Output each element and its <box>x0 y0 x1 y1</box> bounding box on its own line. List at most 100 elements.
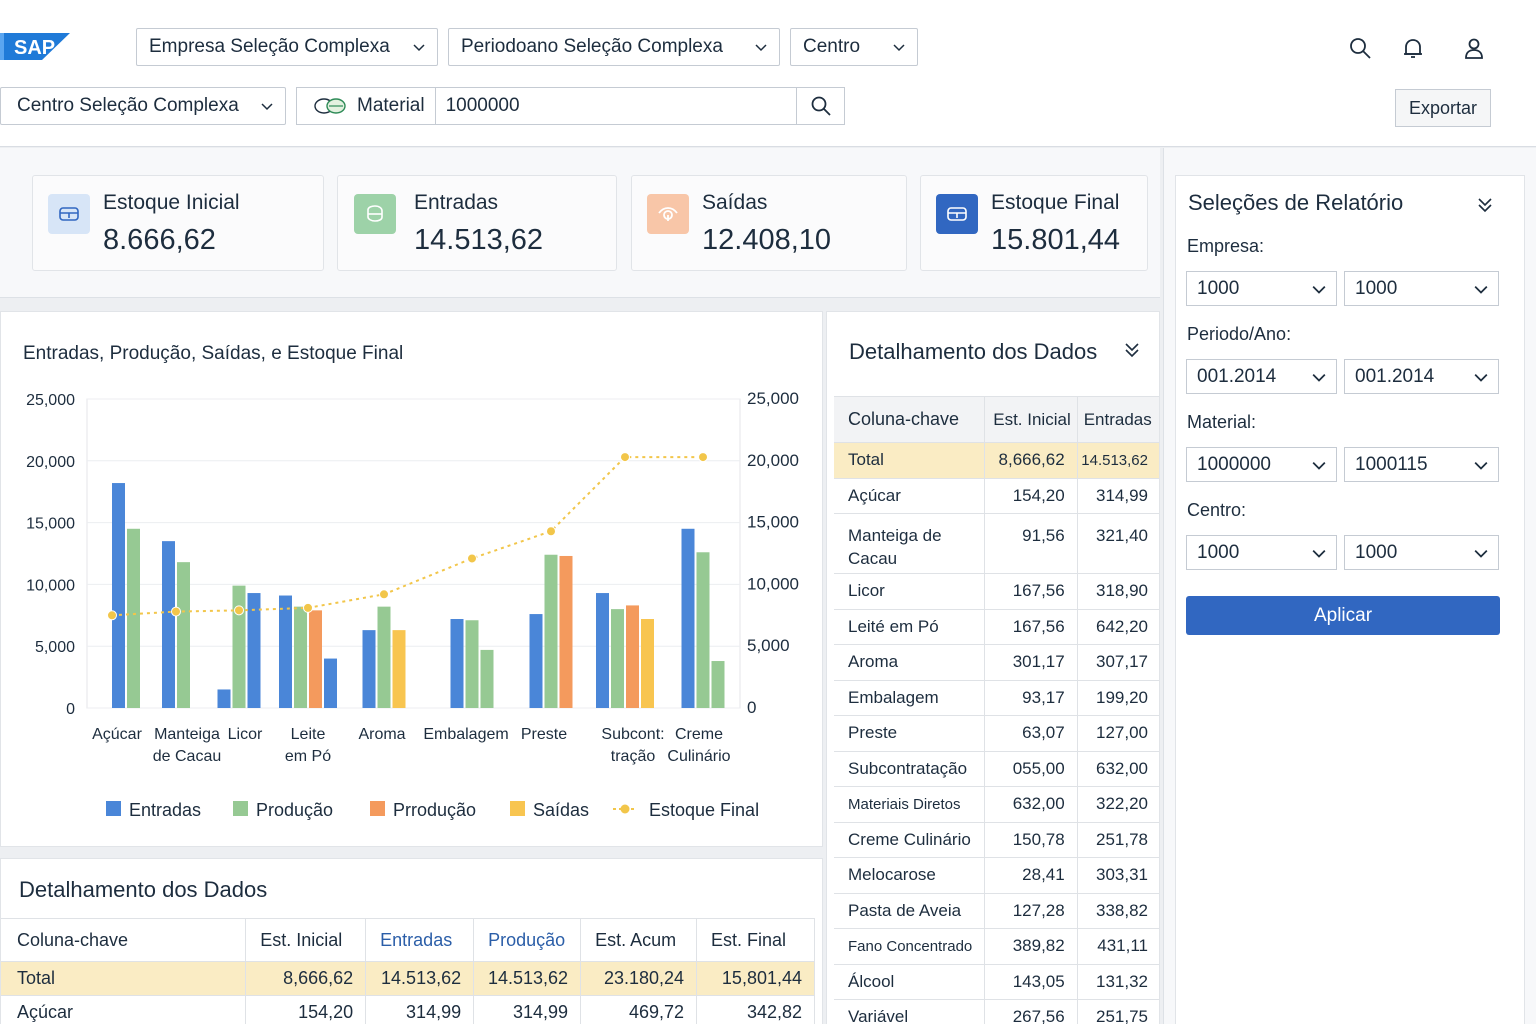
value-cell: 314,99 <box>365 995 475 1024</box>
row-key-cell: Subcontratação <box>834 751 986 787</box>
kpi-value: 12.408,10 <box>702 224 832 256</box>
value-cell: 338,82 <box>1077 893 1159 929</box>
bar <box>232 585 246 708</box>
row-key-cell: Embalagem <box>834 680 986 716</box>
table-row[interactable]: Embalagem 93,17 199,20 <box>834 680 1159 716</box>
table-row[interactable]: Materiais Diretos 632,00 322,20 <box>834 786 1159 823</box>
kpi-card-estoque-inicial[interactable]: Estoque Inicial 8.666,62 <box>32 175 324 271</box>
bar <box>177 562 190 708</box>
chevron-down-icon <box>1312 285 1326 294</box>
filter-from-value: 1000 <box>1197 277 1240 299</box>
bar <box>392 630 406 708</box>
apply-button[interactable]: Aplicar <box>1186 596 1500 635</box>
user-icon[interactable] <box>1462 36 1486 60</box>
column-header[interactable]: Entradas <box>365 918 475 962</box>
filter-from-dropdown[interactable]: 1000 <box>1186 535 1337 570</box>
row-key-cell: Manteiga de Cacau <box>834 513 986 574</box>
collapse-chevron-icon[interactable] <box>1124 341 1140 359</box>
value-cell: 199,20 <box>1077 680 1159 716</box>
x-tick-label: Subcont: <box>601 726 664 743</box>
column-header[interactable]: Est. Acum <box>580 918 698 962</box>
filter-group-label: Centro: <box>1187 500 1247 520</box>
centro-selecao-dropdown[interactable]: Centro Seleção Complexa <box>0 87 286 125</box>
table-row[interactable]: Preste 63,07 127,00 <box>834 715 1159 752</box>
kpi-card-estoque-final[interactable]: Estoque Final 15.801,44 <box>920 175 1148 271</box>
row-key-cell: Total <box>1 961 247 996</box>
chevron-down-icon <box>1312 373 1326 382</box>
table-row[interactable]: Fano Concentrado 389,82 431,11 <box>834 928 1159 965</box>
value-cell: 15,801,44 <box>696 961 815 996</box>
filter-from-dropdown[interactable]: 1000000 <box>1186 447 1337 482</box>
kpi-value: 14.513,62 <box>414 224 544 256</box>
x-tick-label: tração <box>611 748 656 765</box>
x-tick-label: Preste <box>521 726 567 743</box>
search-icon[interactable] <box>1348 36 1372 60</box>
column-header[interactable]: Entradas <box>1077 396 1159 443</box>
column-header[interactable]: Produção <box>473 918 582 962</box>
table-row[interactable]: Manteiga de Cacau 91,56 321,40 <box>834 513 1159 574</box>
bar <box>696 552 710 708</box>
row-key-cell: Álcool <box>834 964 986 1000</box>
value-cell: 318,90 <box>1077 573 1159 610</box>
centro-filter-dropdown[interactable]: Centro <box>790 28 918 66</box>
material-input[interactable]: 1000000 <box>445 95 520 116</box>
filter-to-dropdown[interactable]: 1000 <box>1344 535 1499 570</box>
line-point <box>107 610 117 621</box>
row-key-cell: Variável <box>834 999 986 1024</box>
y-tick-label-right: 10,000 <box>747 574 799 593</box>
column-header[interactable]: Coluna-chave <box>834 396 986 443</box>
column-header[interactable]: Est. Inicial <box>245 918 367 962</box>
value-cell: 251,75 <box>1077 999 1159 1024</box>
material-search-field: Material 1000000 <box>296 87 845 125</box>
legend-label: Saídas <box>533 800 589 820</box>
table-header-row: Coluna-chave Est. Inicial Entradas Produ… <box>1 918 815 962</box>
table-row[interactable]: Leité em Pó 167,56 642,20 <box>834 609 1159 645</box>
filter-to-dropdown[interactable]: 1000115 <box>1344 447 1499 482</box>
kpi-card-saidas[interactable]: Saídas 12.408,10 <box>631 175 907 271</box>
value-cell: 28,41 <box>984 857 1078 894</box>
table-row[interactable]: Aroma 301,17 307,17 <box>834 644 1159 681</box>
table-row[interactable]: Subcontratação 055,00 632,00 <box>834 751 1159 787</box>
table-row[interactable]: Total 8,666,62 14.513,62 <box>834 442 1159 479</box>
table-row[interactable]: Açúcar 154,20 314,99 <box>834 478 1159 514</box>
table-row[interactable]: Licor 167,56 318,90 <box>834 573 1159 610</box>
kpi-value: 8.666,62 <box>103 224 216 256</box>
row-key-cell: Creme Culinário <box>834 822 986 858</box>
x-tick-label: Manteiga <box>154 726 220 743</box>
column-header[interactable]: Est. Inicial <box>984 396 1078 443</box>
value-cell: 267,56 <box>984 999 1078 1024</box>
table-row[interactable]: Álcool 143,05 131,32 <box>834 964 1159 1000</box>
line-point <box>546 526 556 537</box>
legend-label: Produção <box>256 800 333 820</box>
table-row[interactable]: Creme Culinário 150,78 251,78 <box>834 822 1159 858</box>
table-row[interactable]: Açúcar 154,20 314,99 314,99 469,72 342,82 <box>1 995 815 1024</box>
material-label: Material <box>357 95 425 116</box>
table-row[interactable]: Total 8,666,62 14.513,62 14.513,62 23.180,24… <box>1 961 815 996</box>
column-header[interactable]: Coluna-chave <box>1 918 247 962</box>
empresa-filter-dropdown[interactable]: Empresa Seleção Complexa <box>136 28 438 66</box>
periodoano-filter-dropdown[interactable]: Periodoano Seleção Complexa <box>448 28 780 66</box>
filter-from-dropdown[interactable]: 001.2014 <box>1186 359 1337 394</box>
line-point <box>698 452 708 463</box>
bar <box>217 689 231 708</box>
table-row[interactable]: Pasta de Aveia 127,28 338,82 <box>834 893 1159 929</box>
filter-from-dropdown[interactable]: 1000 <box>1186 271 1337 306</box>
filter-to-dropdown[interactable]: 1000 <box>1344 271 1499 306</box>
bar <box>247 593 261 708</box>
collapse-chevron-icon[interactable] <box>1477 196 1493 214</box>
material-search-button[interactable] <box>796 88 844 124</box>
export-button[interactable]: Exportar <box>1395 89 1491 127</box>
table-row[interactable]: Variável 267,56 251,75 <box>834 999 1159 1024</box>
filter-to-dropdown[interactable]: 001.2014 <box>1344 359 1499 394</box>
report-selection-card: Seleções de Relatório Empresa: 1000 1000 Pe… <box>1175 175 1525 1024</box>
y-tick-label-right: 20,000 <box>747 451 799 470</box>
chart-panel: Entradas, Produção, Saídas, e Estoque Fi… <box>0 311 823 847</box>
kpi-card-entradas[interactable]: Entradas 14.513,62 <box>337 175 617 271</box>
bell-icon[interactable] <box>1401 36 1425 60</box>
column-header[interactable]: Est. Final <box>696 918 815 962</box>
line-point <box>234 605 244 616</box>
filter-from-value: 001.2014 <box>1197 365 1277 387</box>
table-row[interactable]: Melocarose 28,41 303,31 <box>834 857 1159 894</box>
detail-table: Coluna-chave Est. Inicial Entradas Total… <box>834 396 1159 1024</box>
bar <box>362 630 376 708</box>
